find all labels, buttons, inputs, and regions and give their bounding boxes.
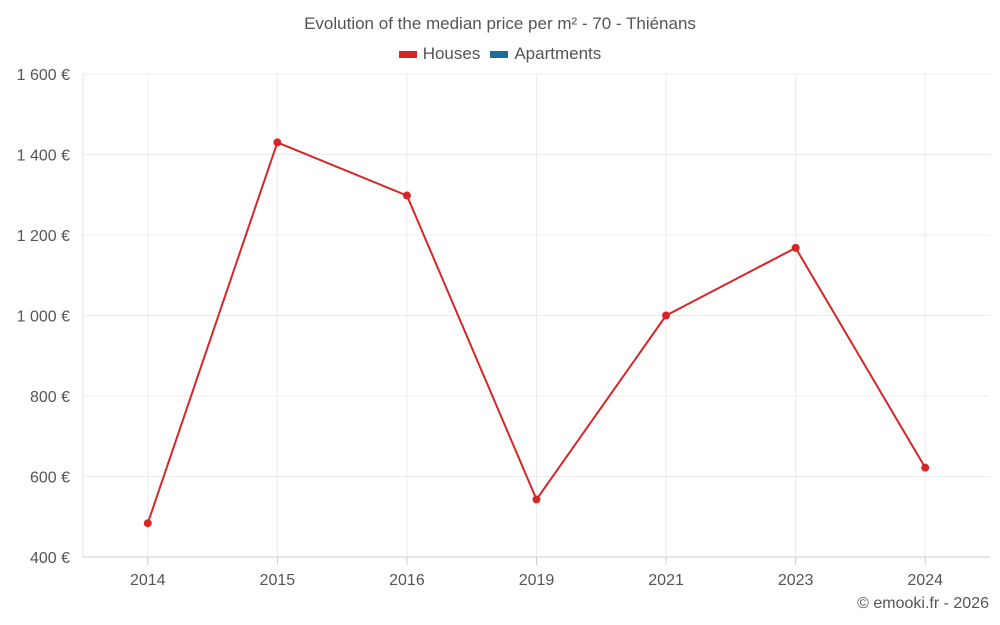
- x-tick-label: 2014: [130, 572, 166, 589]
- data-point-houses: [143, 519, 152, 528]
- y-tick-label: 1 400 €: [17, 148, 70, 165]
- legend-swatch-houses: [398, 50, 417, 58]
- chart-title: Evolution of the median price per m² - 7…: [304, 14, 696, 33]
- credit-text: © emooki.fr - 2026: [857, 595, 989, 612]
- y-tick-label: 1 000 €: [17, 309, 70, 326]
- y-tick-label: 1 600 €: [17, 67, 70, 84]
- grid-layer: [83, 73, 990, 557]
- legend-label-apartments: Apartments: [514, 44, 602, 63]
- x-tick-label: 2016: [389, 572, 425, 589]
- x-tick-label: 2024: [907, 572, 943, 589]
- legend: Houses Apartments: [0, 44, 1000, 64]
- x-tick-label: 2015: [260, 572, 296, 589]
- y-tick-label: 1 200 €: [17, 228, 70, 245]
- x-tick-label: 2021: [648, 572, 684, 589]
- y-tick-label: 800 €: [30, 389, 70, 406]
- x-tick-label: 2019: [519, 572, 555, 589]
- legend-item-apartments[interactable]: Apartments: [490, 44, 601, 64]
- data-point-houses: [791, 243, 800, 252]
- data-point-houses: [273, 138, 282, 147]
- x-tick-label: 2023: [778, 572, 814, 589]
- data-point-houses: [402, 191, 411, 200]
- data-point-houses: [921, 463, 930, 472]
- axis-layer: 400 € 600 € 800 € 1 000 € 1 200 € 1 400 € 1 60…: [17, 67, 990, 589]
- legend-item-houses[interactable]: Houses: [398, 44, 481, 64]
- series-layer: [143, 138, 930, 528]
- y-tick-label: 600 €: [30, 470, 70, 487]
- legend-label-houses: Houses: [422, 44, 481, 63]
- y-tick-label: 400 €: [30, 550, 70, 567]
- legend-swatch-apartments: [490, 50, 509, 58]
- data-point-houses: [662, 311, 671, 320]
- data-point-houses: [532, 495, 541, 504]
